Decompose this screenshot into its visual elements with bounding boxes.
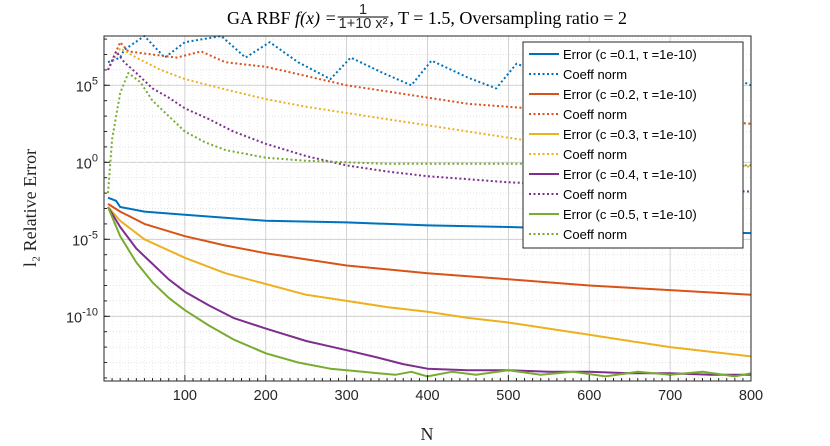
y-tick-exponent: 5 xyxy=(92,75,98,87)
x-tick-label: 400 xyxy=(415,388,439,404)
legend-label: Coeff norm xyxy=(563,187,627,202)
title-func: f(x) = xyxy=(295,8,337,29)
title-fraction: 1 1+10 x² xyxy=(337,2,389,32)
y-tick-label: 100 xyxy=(76,152,98,172)
y-tick-exponent: -5 xyxy=(88,229,98,241)
legend: Error (c =0.1, τ =1e-10) Coeff norm Error … xyxy=(522,41,744,249)
series-error-line-4 xyxy=(107,206,752,358)
y-axis-label: l₂ Relative Error xyxy=(20,149,40,267)
x-tick-label: 800 xyxy=(739,388,763,404)
y-tick-label: 105 xyxy=(76,75,98,95)
y-tick-exponent: -10 xyxy=(82,306,98,318)
x-tick-label: 100 xyxy=(173,388,197,404)
legend-label: Coeff norm xyxy=(563,147,627,162)
x-tick-label: 300 xyxy=(335,388,359,404)
title-fraction-denominator: 1+10 x² xyxy=(339,16,388,32)
legend-box xyxy=(522,41,744,249)
y-tick-base: 10 xyxy=(76,156,92,172)
chart-title: GA RBF f(x) = xyxy=(227,8,337,29)
y-tick-exponent: 0 xyxy=(92,152,98,164)
y-tick-base: 10 xyxy=(76,79,92,95)
y-tick-label: 10-10 xyxy=(66,306,98,326)
legend-label: Coeff norm xyxy=(563,107,627,122)
title-fraction-numerator: 1 xyxy=(359,2,367,18)
y-tick-base: 10 xyxy=(72,233,88,249)
y-tick-base: 10 xyxy=(66,310,82,326)
title-suffix: , T = 1.5, Oversampling ratio = 2 xyxy=(389,8,627,28)
legend-label: Error (c =0.1, τ =1e-10) xyxy=(563,47,697,62)
series-error-line-6 xyxy=(107,206,751,376)
y-tick-label: 10-5 xyxy=(72,229,98,249)
series-error-line-2 xyxy=(107,203,752,296)
x-tick-label: 600 xyxy=(577,388,601,404)
title-prefix: GA RBF xyxy=(227,8,295,28)
legend-label: Error (c =0.3, τ =1e-10) xyxy=(563,127,697,142)
x-tick-label: 500 xyxy=(496,388,520,404)
x-tick-label: 200 xyxy=(254,388,278,404)
legend-label: Coeff norm xyxy=(563,227,627,242)
x-tick-label: 700 xyxy=(658,388,682,404)
x-axis-label: N xyxy=(421,424,434,444)
legend-label: Coeff norm xyxy=(563,67,627,82)
legend-label: Error (c =0.2, τ =1e-10) xyxy=(563,87,697,102)
series-error-line-8 xyxy=(107,206,752,378)
legend-label: Error (c =0.5, τ =1e-10) xyxy=(563,207,697,222)
legend-label: Error (c =0.4, τ =1e-10) xyxy=(563,167,697,182)
series-coeff-line-9 xyxy=(107,72,751,194)
